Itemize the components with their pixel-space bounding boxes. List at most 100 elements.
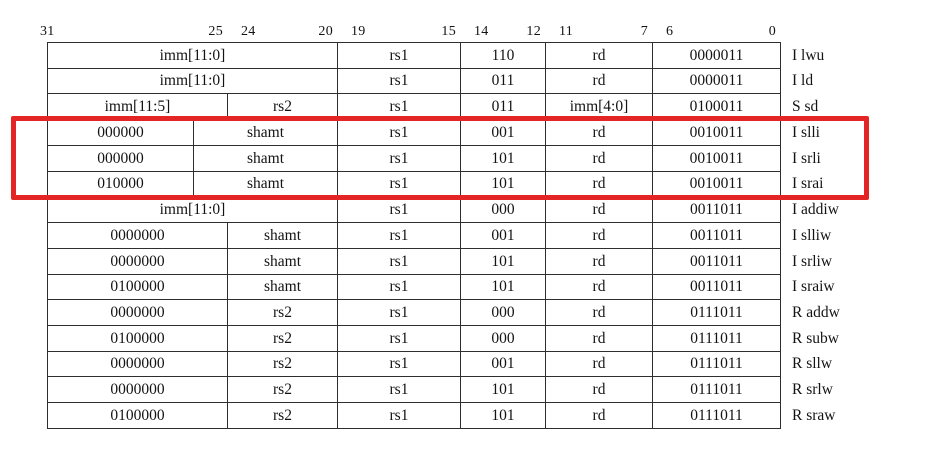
- field-cell: rs1: [337, 171, 461, 197]
- bit-ruler-segment: 19 15: [337, 18, 460, 40]
- highlight-annotation: [11, 116, 869, 200]
- bit-label: 7: [640, 24, 648, 39]
- field-cell: 0100000: [47, 274, 228, 300]
- bit-label: 0: [768, 24, 776, 39]
- field-cell: 001: [460, 351, 546, 377]
- field-cell: rd: [545, 222, 653, 249]
- bit-label: 25: [208, 24, 223, 39]
- field-cell: 0000000: [47, 248, 228, 275]
- field-cell: 101: [460, 248, 546, 275]
- field-cell: imm[11:0]: [47, 68, 338, 94]
- field-cell: rd: [545, 402, 653, 429]
- field-cell: 0111011: [652, 299, 781, 326]
- bit-label: 14: [474, 24, 489, 39]
- bit-label: 12: [526, 24, 541, 39]
- field-cell: rs2: [227, 325, 338, 352]
- field-cell: 0000000: [47, 376, 228, 403]
- field-cell: rd: [545, 171, 653, 197]
- field-cell: rs1: [337, 196, 461, 223]
- field-cell: 0100000: [47, 402, 228, 429]
- field-cell: 0111011: [652, 402, 781, 429]
- field-cell: 101: [460, 171, 546, 197]
- bit-label: 24: [241, 24, 256, 39]
- field-cell: rd: [545, 376, 653, 403]
- row-label: I slliw: [792, 226, 832, 244]
- field-cell: 0000000: [47, 351, 228, 377]
- field-cell: shamt: [227, 274, 338, 300]
- bit-label: 31: [40, 24, 55, 39]
- field-cell: 001: [460, 222, 546, 249]
- field-cell: 101: [460, 376, 546, 403]
- field-cell: 110: [460, 42, 546, 69]
- row-label: S sd: [792, 97, 819, 115]
- field-cell: 000: [460, 196, 546, 223]
- field-cell: rd: [545, 68, 653, 94]
- field-cell: 011: [460, 93, 546, 120]
- field-cell: 0000000: [47, 299, 228, 326]
- field-cell: rs1: [337, 325, 461, 352]
- field-cell: rd: [545, 299, 653, 326]
- field-cell: 000000: [47, 119, 194, 146]
- field-cell: shamt: [193, 171, 338, 197]
- field-cell: 0000011: [652, 42, 781, 69]
- field-cell: rs2: [227, 351, 338, 377]
- field-cell: 000: [460, 325, 546, 352]
- bit-ruler-segment: 31 25: [40, 18, 227, 40]
- row-label: I ld: [792, 72, 814, 89]
- field-cell: 001: [460, 119, 546, 146]
- field-cell: 0010011: [652, 119, 781, 146]
- field-cell: rs1: [337, 248, 461, 275]
- bit-ruler-segment: 11 7: [545, 18, 652, 40]
- field-cell: shamt: [227, 222, 338, 249]
- field-cell: rd: [545, 325, 653, 352]
- field-cell: rd: [545, 274, 653, 300]
- row-label: I slli: [792, 123, 820, 141]
- bit-label: 11: [559, 24, 574, 39]
- row-label: R srlw: [792, 380, 833, 398]
- bit-label: 15: [441, 24, 456, 39]
- field-cell: rs2: [227, 299, 338, 326]
- field-cell: rs1: [337, 351, 461, 377]
- field-cell: 0111011: [652, 351, 781, 377]
- field-cell: 101: [460, 402, 546, 429]
- field-cell: rs2: [227, 376, 338, 403]
- field-cell: shamt: [227, 248, 338, 275]
- field-cell: 0011011: [652, 222, 781, 249]
- field-cell: 0000000: [47, 222, 228, 249]
- bit-ruler-segment: 24 20: [227, 18, 337, 40]
- row-label: R sllw: [792, 355, 833, 372]
- row-label: I addiw: [792, 200, 839, 218]
- field-cell: imm[4:0]: [545, 93, 653, 120]
- field-cell: rs1: [337, 145, 461, 172]
- row-label: R sraw: [792, 406, 836, 424]
- field-cell: 0000011: [652, 68, 781, 94]
- row-label: I srli: [792, 149, 821, 167]
- field-cell: 0010011: [652, 171, 781, 197]
- field-cell: rs1: [337, 68, 461, 94]
- field-cell: 101: [460, 274, 546, 300]
- row-label: R addw: [792, 303, 840, 321]
- field-cell: 000: [460, 299, 546, 326]
- field-cell: rs1: [337, 376, 461, 403]
- field-cell: 0100000: [47, 325, 228, 352]
- bit-ruler-segment: 14 12: [460, 18, 545, 40]
- field-cell: rd: [545, 196, 653, 223]
- row-label: I srliw: [792, 252, 833, 270]
- field-cell: rd: [545, 42, 653, 69]
- field-cell: rd: [545, 351, 653, 377]
- field-cell: rs1: [337, 42, 461, 69]
- field-cell: shamt: [193, 119, 338, 146]
- field-cell: imm[11:0]: [47, 196, 338, 223]
- field-cell: 0111011: [652, 325, 781, 352]
- field-cell: rs1: [337, 93, 461, 120]
- field-cell: rd: [545, 248, 653, 275]
- row-label: I srai: [792, 175, 824, 192]
- field-cell: rs1: [337, 299, 461, 326]
- field-cell: rs2: [227, 402, 338, 429]
- row-label: I sraiw: [792, 278, 835, 295]
- field-cell: 0011011: [652, 248, 781, 275]
- bit-label: 19: [351, 24, 366, 39]
- field-cell: imm[11:0]: [47, 42, 338, 69]
